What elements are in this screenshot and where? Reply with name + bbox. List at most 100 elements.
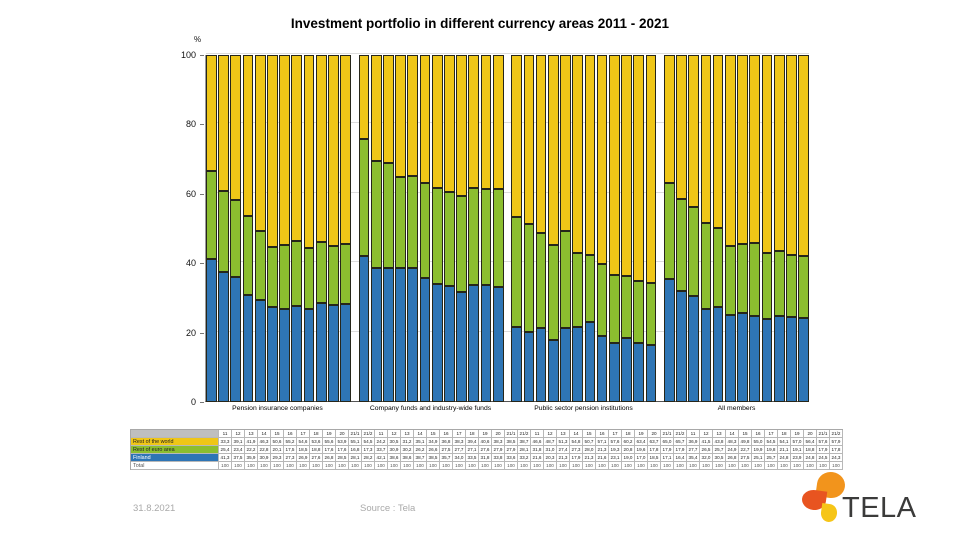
- bar-all-members-12: [676, 55, 687, 402]
- table-year-header: 14: [258, 430, 271, 438]
- bar-segment-rest_of_euro_area: [279, 244, 290, 309]
- bar-segment-rest_of_world: [663, 55, 675, 184]
- bar-segment-rest_of_euro_area: [370, 160, 382, 269]
- bar-segment-finland: [633, 342, 645, 402]
- y-tick-label-0: 0: [190, 397, 196, 407]
- table-value-cell: 20,8: [622, 446, 635, 454]
- table-value-cell: 28,1: [349, 454, 362, 462]
- table-value-cell: 26,6: [427, 446, 440, 454]
- table-value-cell: 100: [466, 462, 479, 470]
- table-value-cell: 55,0: [752, 438, 765, 446]
- table-value-cell: 20,1: [271, 446, 284, 454]
- bar-company-funds-and-industry-wide-funds-12: [370, 55, 382, 402]
- bar-segment-rest_of_world: [303, 55, 315, 248]
- bar-segment-rest_of_world: [206, 55, 217, 171]
- table-value-cell: 26,5: [700, 446, 713, 454]
- table-value-cell: 51,3: [557, 438, 570, 446]
- bar-segment-finland: [535, 328, 547, 402]
- bar-segment-rest_of_euro_area: [492, 189, 504, 287]
- table-value-cell: 100: [609, 462, 622, 470]
- bar-segment-rest_of_world: [395, 55, 406, 177]
- table-year-header: 15: [583, 430, 596, 438]
- table-value-cell: 30,2: [401, 446, 414, 454]
- table-value-cell: 100: [505, 462, 518, 470]
- table-legend-finland: Finland: [131, 454, 219, 462]
- bar-segment-rest_of_euro_area: [761, 252, 773, 320]
- table-value-cell: 17,1: [661, 454, 674, 462]
- bar-segment-finland: [340, 304, 351, 402]
- table-value-cell: 53,6: [310, 438, 323, 446]
- bar-segment-finland: [480, 285, 492, 402]
- table-value-cell: 27,6: [310, 454, 323, 462]
- table-value-cell: 100: [700, 462, 713, 470]
- table-year-header: 18: [622, 430, 635, 438]
- y-tick-label-80: 80: [185, 119, 196, 130]
- table-value-cell: 17,9: [817, 446, 830, 454]
- bar-segment-rest_of_euro_area: [749, 242, 761, 316]
- table-year-header: 16: [284, 430, 297, 438]
- table-value-cell: 30,9: [388, 446, 401, 454]
- table-legend-rest_of_euro_area: Rest of euro area: [131, 446, 219, 454]
- bar-segment-finland: [267, 307, 278, 402]
- bar-segment-rest_of_euro_area: [218, 190, 229, 272]
- group-label-4: All members: [717, 405, 756, 412]
- table-value-cell: 21,3: [583, 454, 596, 462]
- table-year-header: 20: [648, 430, 661, 438]
- table-value-cell: 17,6: [336, 446, 349, 454]
- table-year-header: 20: [492, 430, 505, 438]
- bar-segment-finland: [663, 279, 675, 402]
- table-value-cell: 26,8: [726, 454, 739, 462]
- table-value-cell: 100: [323, 462, 336, 470]
- table-value-cell: 39,4: [466, 438, 479, 446]
- table-year-header: 21/2: [362, 430, 375, 438]
- table-value-cell: 100: [739, 462, 752, 470]
- table-value-cell: 100: [518, 462, 531, 470]
- table-year-header: 17: [297, 430, 310, 438]
- table-value-cell: 57,1: [596, 438, 609, 446]
- bar-segment-rest_of_euro_area: [328, 246, 339, 305]
- bar-company-funds-and-industry-wide-funds-20: [468, 55, 480, 402]
- y-tick-mark: [200, 124, 204, 126]
- table-value-cell: 41,5: [700, 438, 713, 446]
- bar-segment-finland: [560, 328, 571, 402]
- gridline-60: [206, 191, 809, 193]
- bar-segment-rest_of_euro_area: [547, 245, 559, 340]
- table-value-cell: 100: [336, 462, 349, 470]
- table-value-cell: 54,8: [570, 438, 583, 446]
- bar-segment-finland: [358, 255, 370, 402]
- table-value-cell: 18,8: [804, 446, 817, 454]
- table-value-cell: 100: [440, 462, 453, 470]
- table-value-cell: 100: [362, 462, 375, 470]
- bar-pension-insurance-companies-11: [206, 55, 217, 402]
- table-value-cell: 33,7: [375, 446, 388, 454]
- bar-pension-insurance-companies-13: [230, 55, 242, 402]
- data-table: 11 12 13 14 15 16 17 18 19 20 21/1 21/2 11 12 13 14 15 16…: [130, 429, 843, 470]
- bar-segment-rest_of_world: [511, 55, 523, 217]
- table-value-cell: 28,5: [336, 454, 349, 462]
- bar-segment-finland: [798, 317, 809, 402]
- bar-segment-rest_of_euro_area: [267, 246, 278, 308]
- table-value-cell: 19,9: [752, 446, 765, 454]
- table-value-cell: 21,3: [557, 454, 570, 462]
- table-value-cell: 17,9: [570, 454, 583, 462]
- tela-logo: TELA: [800, 470, 922, 531]
- bar-segment-finland: [279, 308, 290, 402]
- bar-company-funds-and-industry-wide-funds-14: [395, 55, 406, 402]
- bar-segment-rest_of_euro_area: [798, 255, 809, 318]
- bar-segment-rest_of_world: [407, 55, 419, 177]
- bar-segment-rest_of_world: [254, 55, 266, 231]
- footer-source: Source : Tela: [360, 503, 416, 514]
- chart-title: Investment portfolio in different curren…: [290, 16, 670, 31]
- bar-segment-rest_of_euro_area: [511, 216, 523, 327]
- bar-segment-rest_of_world: [737, 55, 748, 245]
- table-value-cell: 31,2: [401, 438, 414, 446]
- footer-date: 31.8.2021: [133, 503, 176, 514]
- table-value-cell: 16,4: [674, 454, 687, 462]
- table-value-cell: 55,6: [323, 438, 336, 446]
- bar-segment-finland: [230, 277, 242, 402]
- table-value-cell: 30,5: [388, 438, 401, 446]
- bar-pension-insurance-companies-14: [242, 55, 254, 402]
- table-value-cell: 25,7: [765, 454, 778, 462]
- table-value-cell: 25,4: [219, 446, 232, 454]
